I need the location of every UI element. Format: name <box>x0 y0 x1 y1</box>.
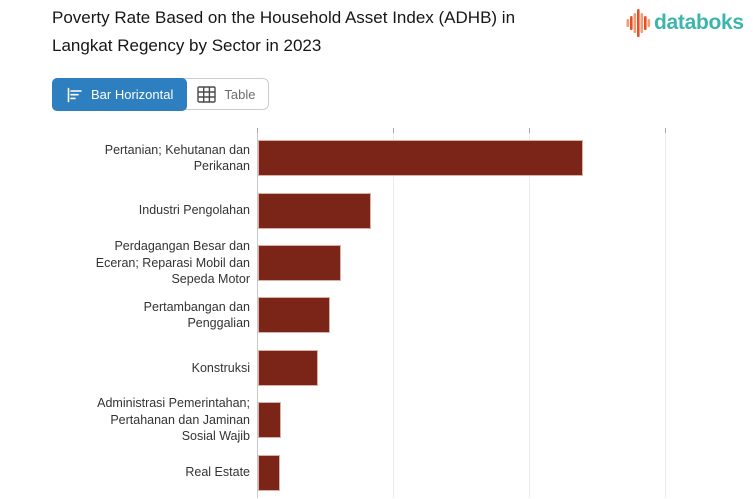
gridline-tick <box>529 128 530 133</box>
category-label-line: Pertahanan dan Jaminan <box>110 412 250 427</box>
category-axis-line <box>257 128 258 498</box>
category-label-line: Eceran; Reparasi Mobil dan <box>95 255 250 270</box>
category-label-line: Real Estate <box>185 465 250 480</box>
category-label-line: Administrasi Pemerintahan; <box>97 396 250 411</box>
page-title-line1: Poverty Rate Based on the Household Asse… <box>52 8 516 27</box>
category-label: Administrasi Pemerintahan; Pertahanan dan… <box>0 394 250 446</box>
bar[interactable] <box>258 297 330 333</box>
category-label: Industri Pengolahan <box>0 184 250 236</box>
category-label-line: Pertanian; Kehutanan dan <box>104 142 250 157</box>
tab-bar-horizontal-label: Bar Horizontal <box>91 87 174 102</box>
category-label-line: Pertambangan dan <box>143 299 250 314</box>
category-label: Real Estate <box>0 446 250 498</box>
bar[interactable] <box>258 245 341 281</box>
category-label: Perdagangan Besar dan Eceran; Reparasi Mo… <box>0 237 250 289</box>
category-label: Pertambangan dan Penggalian <box>0 289 250 341</box>
category-label-line: Perikanan <box>193 159 250 174</box>
gridline <box>665 128 666 498</box>
tab-table[interactable]: Table <box>186 79 268 109</box>
bar[interactable] <box>258 455 280 491</box>
page-title: Poverty Rate Based on the Household Asse… <box>52 4 612 60</box>
bar[interactable] <box>258 402 281 438</box>
category-label-line: Sepeda Motor <box>171 272 250 287</box>
gridline <box>393 128 394 498</box>
bar-horizontal-icon <box>66 87 83 103</box>
databoks-wordmark: databoks <box>654 11 744 34</box>
category-label-line: Penggalian <box>187 316 250 331</box>
table-icon <box>197 85 217 103</box>
bar[interactable] <box>258 350 318 386</box>
gridline-tick <box>393 128 394 133</box>
category-label-line: Sosial Wajib <box>181 429 250 444</box>
bar[interactable] <box>258 193 371 229</box>
category-label-line: Konstruksi <box>191 360 250 375</box>
databoks-logo[interactable]: databoks <box>626 8 744 38</box>
gridline <box>529 128 530 498</box>
category-label: Pertanian; Kehutanan dan Perikanan <box>0 132 250 184</box>
chart-view-toggle: Bar Horizontal Table <box>52 78 270 111</box>
category-label-line: Perdagangan Besar dan <box>114 239 250 254</box>
gridline-tick <box>257 128 258 133</box>
tab-table-label: Table <box>224 86 256 102</box>
bar[interactable] <box>258 140 583 176</box>
databoks-bars-icon <box>626 8 651 38</box>
category-label-line: Industri Pengolahan <box>138 203 250 218</box>
gridline-tick <box>665 128 666 133</box>
category-label: Konstruksi <box>0 342 250 394</box>
page-title-line2: Langkat Regency by Sector in 2023 <box>52 36 322 55</box>
tab-bar-horizontal[interactable]: Bar Horizontal <box>52 78 188 111</box>
